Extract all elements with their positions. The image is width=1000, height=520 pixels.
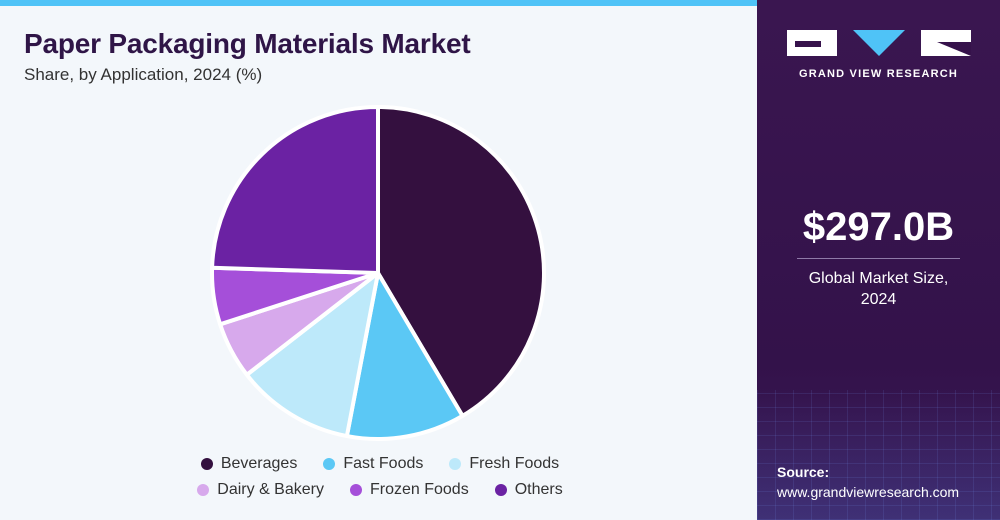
chart-subtitle: Share, by Application, 2024 (%) <box>24 65 263 84</box>
pie-slice-fresh-foods <box>244 271 380 439</box>
legend-item-fast-foods: Fast Foods <box>323 455 423 473</box>
market-summary-panel: GRAND VIEW RESEARCH $297.0B Global Marke… <box>757 0 1000 520</box>
pie-chart <box>210 105 546 441</box>
pie-slice-others <box>210 105 380 275</box>
legend-swatch-fresh-foods <box>449 458 462 470</box>
legend-item-others: Others <box>494 481 563 499</box>
legend-label-others: Others <box>514 481 563 498</box>
legend-label-beverages: Beverages <box>220 455 298 472</box>
brand-name: GRAND VIEW RESEARCH <box>798 68 959 80</box>
chart-legend: Beverages Fast Foods Fresh Foods Dairy &… <box>150 455 610 507</box>
chart-panel: Paper Packaging Materials Market Share, … <box>0 0 757 507</box>
legend-row-1: Beverages Fast Foods Fresh Foods <box>150 455 610 473</box>
pie-slice-beverages <box>376 105 546 418</box>
top-accent-bar <box>0 0 757 6</box>
pie-slice-fast-foods <box>344 271 465 441</box>
legend-label-fresh-foods: Fresh Foods <box>469 455 560 472</box>
legend-item-dairy-bakery: Dairy & Bakery <box>197 481 324 499</box>
source-link[interactable]: www.grandviewresearch.com <box>777 484 960 500</box>
legend-label-dairy-bakery: Dairy & Bakery <box>217 481 324 498</box>
legend-item-frozen-foods: Frozen Foods <box>349 481 469 499</box>
source-label: Source: <box>777 464 830 480</box>
legend-item-fresh-foods: Fresh Foods <box>449 455 559 473</box>
legend-swatch-fast-foods <box>323 458 336 470</box>
legend-swatch-others <box>494 484 507 496</box>
chart-title: Paper Packaging Materials Market <box>24 28 471 59</box>
legend-row-2: Dairy & Bakery Frozen Foods Others <box>150 481 610 499</box>
legend-swatch-beverages <box>200 458 213 470</box>
legend-item-beverages: Beverages <box>200 455 298 473</box>
grand-view-research-logo-icon <box>787 30 971 56</box>
legend-swatch-frozen-foods <box>349 484 362 496</box>
legend-label-frozen-foods: Frozen Foods <box>369 481 469 498</box>
legend-label-fast-foods: Fast Foods <box>343 455 424 472</box>
market-size-label: Global Market Size, 2024 <box>808 270 949 308</box>
market-size-value: $297.0B <box>802 205 955 249</box>
value-divider <box>797 258 960 259</box>
decorative-grid <box>757 390 1000 520</box>
legend-swatch-dairy-bakery <box>197 484 210 496</box>
